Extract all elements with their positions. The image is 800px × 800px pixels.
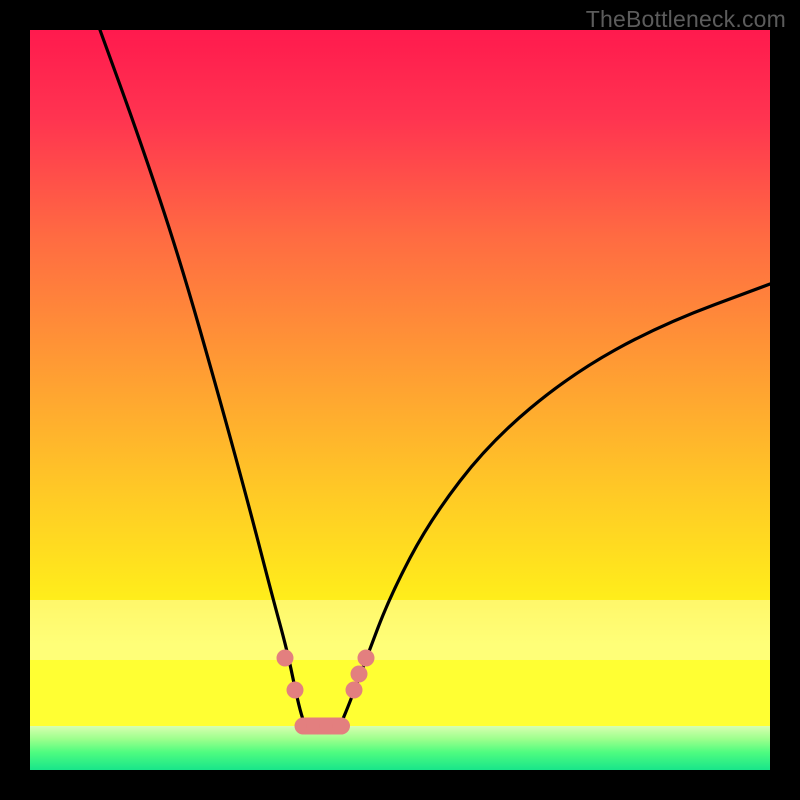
markers-group	[277, 650, 375, 735]
watermark-text: TheBottleneck.com	[586, 6, 786, 33]
marker-point	[351, 666, 368, 683]
marker-point	[287, 682, 304, 699]
curve-svg	[30, 30, 770, 770]
chart-plot-area	[30, 30, 770, 770]
marker-point	[346, 682, 363, 699]
curve-right-branch	[340, 284, 770, 726]
chart-frame	[30, 30, 770, 770]
marker-point	[333, 718, 350, 735]
marker-point	[277, 650, 294, 667]
marker-point	[358, 650, 375, 667]
curve-left-branch	[100, 30, 305, 726]
